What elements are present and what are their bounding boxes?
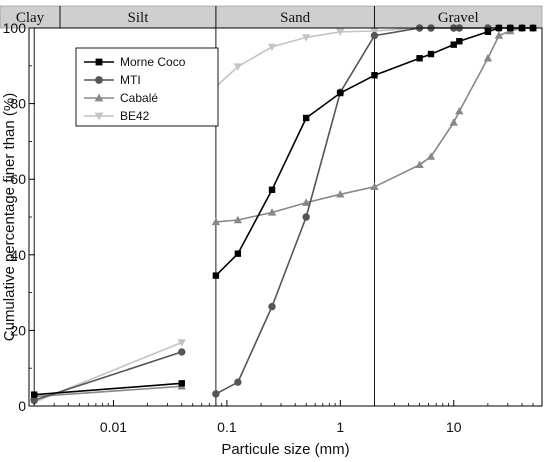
legend-entry: Morne Coco bbox=[84, 55, 186, 69]
data-point bbox=[30, 391, 38, 398]
data-point bbox=[456, 38, 463, 45]
legend: Morne Coco MTI Cabalé BE42 bbox=[75, 47, 219, 127]
data-point bbox=[268, 186, 276, 193]
y-tick-label: 0 bbox=[18, 398, 26, 414]
data-point bbox=[416, 55, 423, 62]
legend-entry: MTI bbox=[84, 73, 141, 87]
data-point bbox=[95, 76, 103, 84]
data-point bbox=[426, 152, 436, 160]
data-point bbox=[211, 217, 221, 226]
data-point bbox=[301, 34, 311, 42]
data-point bbox=[370, 182, 379, 190]
data-point bbox=[30, 396, 38, 405]
size-class-band: Clay Silt Sand Gravel bbox=[0, 5, 543, 29]
x-tick-label: 0.01 bbox=[100, 419, 127, 435]
data-point bbox=[233, 63, 243, 71]
data-point bbox=[370, 27, 379, 36]
data-point bbox=[95, 58, 103, 66]
x-tick-label: 10 bbox=[446, 419, 462, 435]
data-point bbox=[494, 31, 504, 39]
data-point bbox=[178, 348, 186, 356]
legend-entry: Cabalé bbox=[84, 91, 158, 105]
data-point bbox=[336, 190, 345, 198]
size-class-label: Clay bbox=[16, 10, 45, 26]
y-tick-label: 100 bbox=[3, 20, 27, 36]
data-point bbox=[177, 339, 186, 347]
data-point bbox=[212, 272, 220, 279]
data-point bbox=[427, 50, 435, 58]
x-axis: 0.01 0.1 1 10 bbox=[33, 400, 534, 435]
legend-label: Morne Coco bbox=[120, 55, 186, 69]
series-line bbox=[34, 385, 182, 398]
legend-label: Cabalé bbox=[120, 91, 158, 105]
data-point bbox=[268, 302, 276, 311]
data-point bbox=[455, 106, 464, 115]
data-point bbox=[212, 390, 220, 398]
x-axis-title: Particule size (mm) bbox=[221, 441, 349, 458]
data-point bbox=[301, 198, 311, 206]
x-tick-label: 1 bbox=[336, 419, 344, 435]
data-point bbox=[483, 54, 493, 62]
series-line bbox=[34, 382, 182, 396]
data-point bbox=[267, 43, 277, 52]
data-point bbox=[94, 112, 104, 121]
data-point bbox=[450, 41, 457, 48]
size-class-label: Silt bbox=[128, 10, 150, 26]
data-point bbox=[178, 380, 185, 387]
y-tick-label: 80 bbox=[10, 96, 26, 112]
data-point bbox=[94, 93, 104, 102]
y-tick-label: 40 bbox=[10, 247, 26, 263]
legend-label: MTI bbox=[120, 73, 141, 87]
y-tick-label: 60 bbox=[10, 171, 26, 187]
x-tick-label: 0.1 bbox=[217, 419, 237, 435]
legend-label: BE42 bbox=[120, 109, 150, 123]
data-point bbox=[233, 215, 243, 224]
data-point bbox=[234, 250, 242, 257]
y-tick-label: 20 bbox=[10, 322, 26, 338]
y-axis: 0 20 40 60 80 100 bbox=[3, 20, 35, 414]
data-point bbox=[337, 89, 344, 97]
data-point bbox=[370, 31, 379, 40]
data-point bbox=[234, 378, 242, 386]
data-point bbox=[302, 213, 310, 221]
data-point bbox=[371, 72, 378, 79]
data-point bbox=[415, 160, 424, 169]
data-point bbox=[336, 28, 345, 36]
legend-entry: BE42 bbox=[84, 109, 150, 123]
data-point bbox=[302, 114, 310, 122]
size-class-label: Sand bbox=[280, 10, 311, 26]
data-point bbox=[449, 118, 458, 126]
data-point bbox=[484, 28, 492, 35]
y-axis-title: Cumulative percentage finer than (%) bbox=[1, 93, 18, 341]
size-class-label: Gravel bbox=[438, 10, 479, 26]
data-point bbox=[267, 208, 277, 216]
